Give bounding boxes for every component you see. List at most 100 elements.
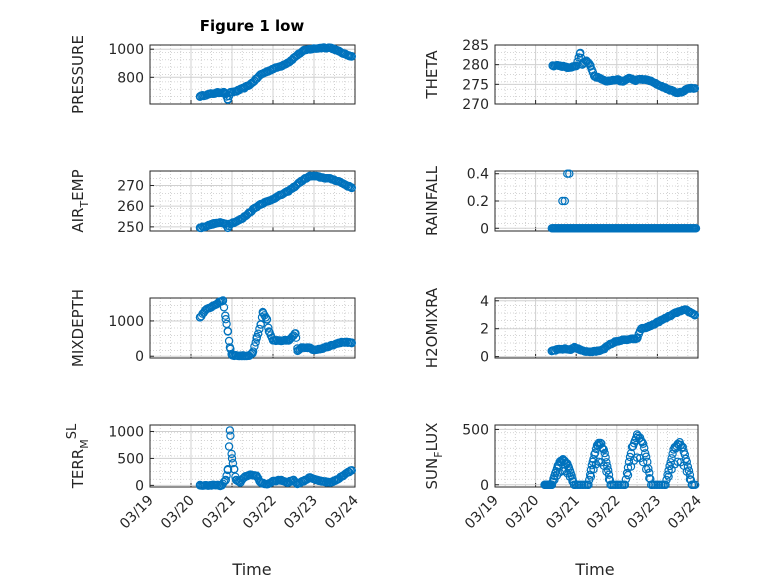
data-point bbox=[205, 89, 214, 99]
data-point bbox=[600, 344, 609, 353]
panel-theta: 270 275 280 285 THETA bbox=[423, 38, 700, 113]
data-point bbox=[293, 50, 302, 60]
data-point bbox=[248, 349, 257, 358]
x-tick-label: 03/21 bbox=[543, 493, 583, 533]
data-point bbox=[207, 481, 216, 490]
data-point bbox=[690, 84, 700, 93]
data-point bbox=[642, 452, 651, 461]
data-point bbox=[591, 448, 600, 457]
y-axis-label: H2OMIXRA bbox=[423, 287, 441, 368]
data-point bbox=[225, 88, 235, 98]
data-point bbox=[277, 336, 286, 346]
data-point bbox=[238, 351, 247, 361]
data-point bbox=[685, 470, 695, 479]
axes-box bbox=[149, 170, 356, 232]
data-point bbox=[673, 457, 682, 466]
series-h2omixra bbox=[547, 305, 700, 357]
data-point bbox=[224, 442, 234, 451]
data-point bbox=[649, 320, 658, 329]
y-tick-label: 2 bbox=[480, 322, 489, 338]
data-point bbox=[597, 443, 607, 452]
data-point bbox=[299, 476, 308, 486]
panel-mixdepth: 0 1000 MIXDEPTH bbox=[69, 289, 356, 367]
series-sunflux bbox=[540, 430, 700, 489]
data-point bbox=[589, 465, 598, 474]
data-point bbox=[297, 343, 306, 352]
x-tick-label: 03/21 bbox=[199, 493, 239, 533]
y-axis-label-tail: LUX bbox=[423, 423, 441, 452]
data-point bbox=[235, 478, 245, 487]
data-point bbox=[224, 336, 234, 346]
data-point bbox=[301, 173, 310, 183]
data-point bbox=[560, 196, 570, 206]
data-point bbox=[691, 480, 700, 489]
data-point bbox=[255, 324, 264, 334]
data-point bbox=[691, 224, 701, 233]
data-point bbox=[229, 465, 239, 474]
data-point bbox=[558, 196, 567, 206]
panel-airtemp: 250 260 270 AIRTEMP bbox=[69, 169, 356, 236]
data-point bbox=[639, 439, 648, 448]
data-point bbox=[547, 346, 557, 356]
data-point bbox=[604, 466, 613, 475]
data-point bbox=[309, 171, 319, 181]
data-point bbox=[690, 310, 700, 319]
x-tick-label: 03/22 bbox=[240, 493, 280, 533]
y-axis-label-main: PRESSURE bbox=[69, 35, 87, 114]
x-tick-label: 03/23 bbox=[281, 493, 321, 533]
series-airtemp bbox=[195, 171, 356, 233]
data-point bbox=[602, 76, 611, 86]
figure-title: Figure 1 low bbox=[200, 17, 305, 35]
data-point bbox=[600, 448, 609, 458]
y-tick-label: 270 bbox=[117, 178, 144, 194]
data-point bbox=[563, 63, 573, 73]
y-tick-label: 4 bbox=[480, 294, 489, 310]
y-tick-label: 260 bbox=[117, 199, 144, 215]
data-point bbox=[246, 470, 255, 479]
data-point bbox=[548, 61, 557, 71]
y-axis-label-sub: T bbox=[78, 201, 91, 209]
data-point bbox=[225, 426, 235, 435]
data-point bbox=[227, 454, 237, 463]
panel-terrmsl: 03/19 03/20 03/21 03/22 03/23 03/24 0 500 1000 TE… bbox=[65, 423, 362, 532]
y-tick-label: 800 bbox=[117, 70, 144, 86]
data-point bbox=[602, 458, 611, 467]
y-axis-label-main: MIXDEPTH bbox=[69, 289, 87, 367]
data-point bbox=[572, 61, 581, 71]
data-point bbox=[681, 305, 691, 315]
data-point bbox=[673, 88, 682, 98]
data-point bbox=[240, 83, 249, 93]
data-point bbox=[601, 453, 610, 462]
axes-box bbox=[494, 44, 699, 105]
data-point bbox=[256, 320, 265, 329]
data-point bbox=[632, 334, 642, 343]
data-point bbox=[686, 475, 696, 484]
data-point bbox=[657, 316, 666, 325]
x-tick-label: 03/20 bbox=[158, 493, 198, 533]
data-point bbox=[587, 461, 597, 470]
y-tick-label: 0.2 bbox=[467, 194, 489, 210]
data-point bbox=[291, 329, 300, 338]
data-point bbox=[221, 89, 230, 99]
y-axis-label-tail: EMP bbox=[69, 169, 87, 200]
x-tick-label: 03/20 bbox=[503, 493, 543, 533]
data-point bbox=[644, 464, 653, 473]
y-tick-label: 1000 bbox=[108, 42, 144, 58]
panel-pressure: 800 1000 PRESSURE bbox=[69, 35, 356, 114]
series-pressure bbox=[195, 43, 356, 105]
data-point bbox=[295, 178, 304, 187]
y-axis-label: THETA bbox=[423, 50, 441, 100]
data-point bbox=[347, 339, 356, 348]
y-tick-label: 0 bbox=[480, 350, 489, 366]
data-point bbox=[223, 223, 233, 233]
data-point bbox=[598, 444, 608, 453]
data-point bbox=[289, 331, 298, 340]
data-point bbox=[221, 311, 230, 320]
data-point bbox=[591, 460, 601, 469]
data-point bbox=[309, 345, 319, 355]
y-axis-label: MIXDEPTH bbox=[69, 289, 87, 367]
series-mixdepth bbox=[195, 296, 356, 361]
data-point bbox=[299, 46, 308, 55]
data-point bbox=[640, 443, 649, 453]
